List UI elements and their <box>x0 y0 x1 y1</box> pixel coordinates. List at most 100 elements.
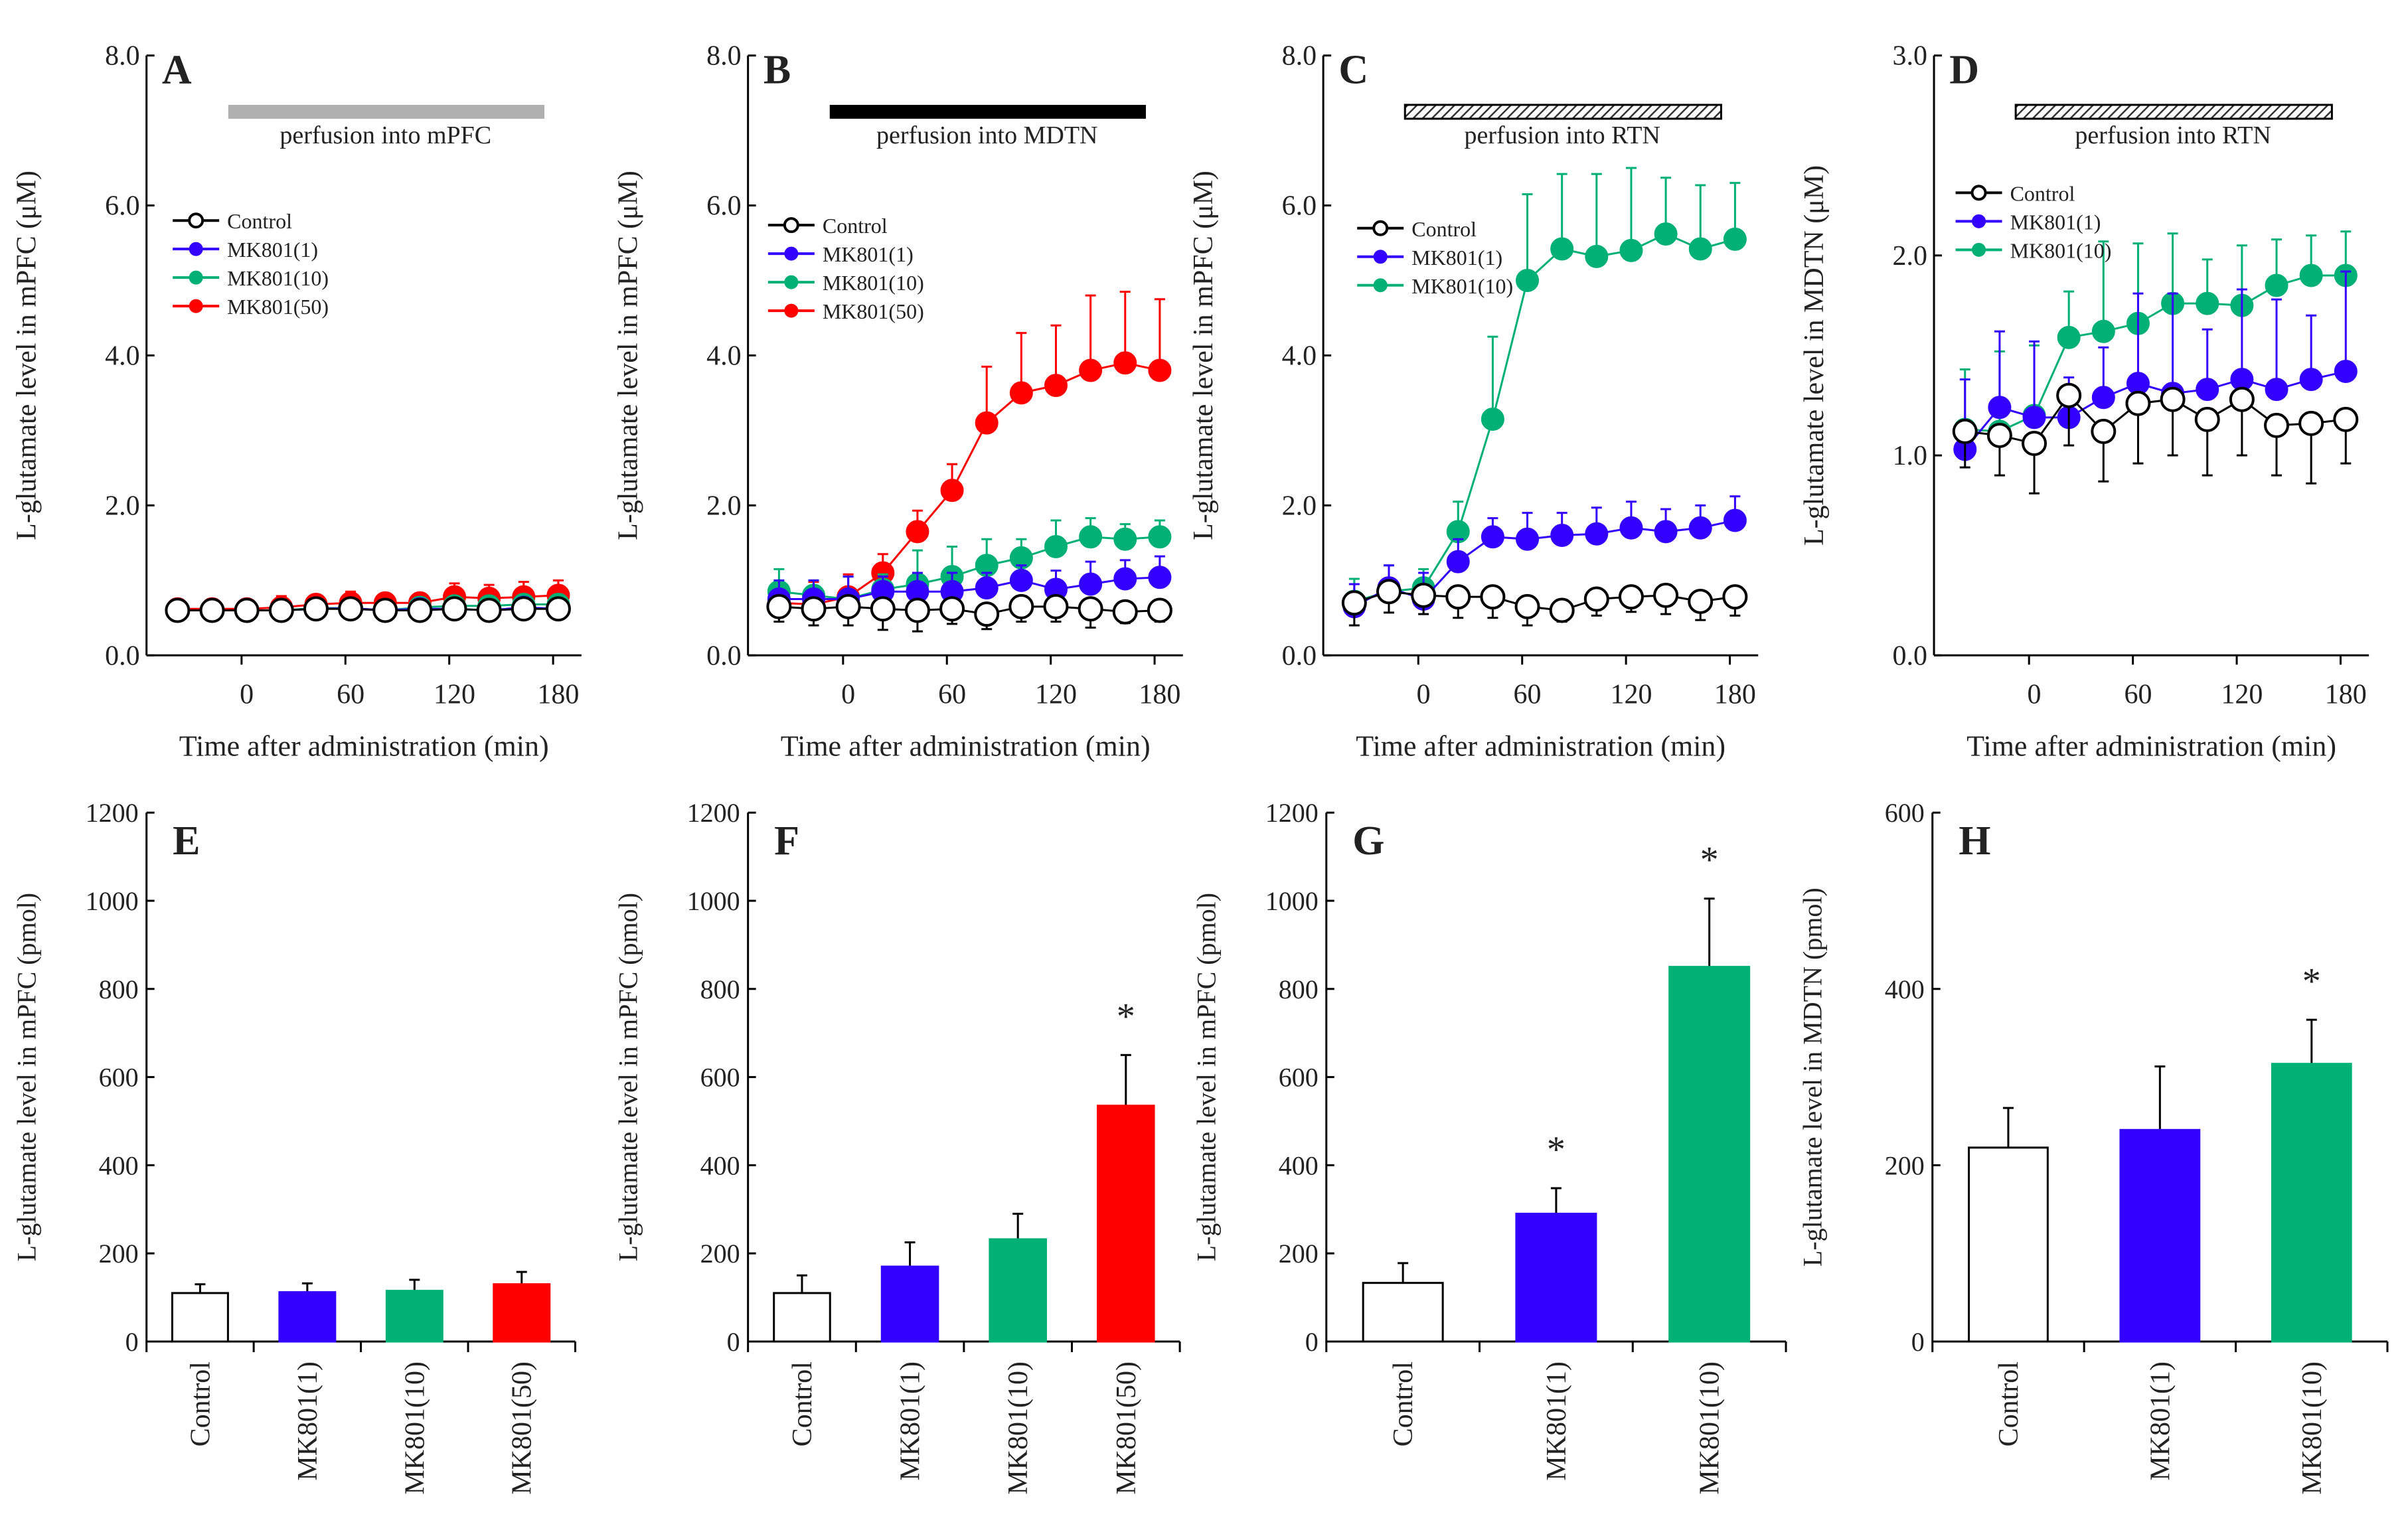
series-mk8011 <box>1953 270 2358 461</box>
legend: Control MK801(1) MK801(10) <box>1357 217 1513 298</box>
y-tick-label: 200 <box>700 1239 740 1269</box>
legend-label: MK801(1) <box>227 238 318 262</box>
category-label: MK801(1) <box>896 1361 926 1481</box>
y-tick-label: 800 <box>1279 974 1319 1004</box>
x-tick-label: 180 <box>537 679 579 710</box>
category-label: MK801(50) <box>1111 1361 1142 1495</box>
x-tick-label: 180 <box>1714 679 1756 710</box>
legend-label: MK801(10) <box>1411 274 1513 298</box>
data-point <box>1147 597 1172 623</box>
data-point <box>1988 396 2012 420</box>
panel-d: 0.0 1.0 2.0 3.0 0 60 120 180 Time after administ… <box>1799 41 2369 762</box>
data-point <box>545 596 571 622</box>
data-point <box>975 576 999 600</box>
series-control <box>1952 382 2359 495</box>
panel-letter: D <box>1949 47 1979 92</box>
category-label: MK801(10) <box>2297 1361 2328 1495</box>
data-point <box>1445 584 1471 610</box>
data-point <box>1341 590 1367 616</box>
legend-label: Control <box>823 214 888 238</box>
legend-label: Control <box>2010 181 2075 205</box>
legend-label: MK801(1) <box>823 242 914 266</box>
bar <box>880 1265 939 1343</box>
legend-marker <box>1373 278 1388 293</box>
data-point <box>1585 522 1609 546</box>
data-point <box>2091 386 2115 410</box>
legend-label: MK801(50) <box>823 299 924 323</box>
bar <box>385 1290 443 1343</box>
significance-marker: * <box>1117 996 1135 1037</box>
y-tick-label: 800 <box>99 974 139 1004</box>
data-point <box>1585 244 1609 268</box>
legend-marker <box>784 275 799 289</box>
data-point <box>1009 568 1033 592</box>
data-point <box>1516 268 1540 292</box>
series-line <box>1965 274 2346 433</box>
data-point <box>1653 582 1679 608</box>
data-point <box>1619 516 1643 540</box>
y-axis-label: L-glutamate level in mPFC (pmol) <box>1192 893 1222 1261</box>
y-tick-label: 400 <box>1885 974 1925 1004</box>
y-axis-label: L-glutamate level in mPFC (pmol) <box>613 893 643 1261</box>
data-point <box>1688 237 1712 261</box>
panel-h: 0 200 400 600 L-glutamate level in MDTN (pmo… <box>1797 798 2389 1495</box>
data-point <box>1148 358 1172 382</box>
legend: Control MK801(1) MK801(10) MK801(50) <box>767 214 924 323</box>
data-point <box>2264 412 2290 438</box>
y-tick-label: 4.0 <box>105 341 140 371</box>
data-point <box>2057 325 2081 349</box>
y-tick-label: 1200 <box>1265 798 1319 828</box>
perfusion-label: perfusion into RTN <box>1465 121 1660 149</box>
y-tick-label: 0 <box>1305 1327 1319 1357</box>
x-axis-label: Time after administration (min) <box>179 730 549 762</box>
data-point <box>1044 374 1068 398</box>
panel-letter: C <box>1338 47 1368 92</box>
data-point <box>1986 422 2012 448</box>
y-axis-label: L-glutamate level in MDTN (pmol) <box>1797 887 1827 1267</box>
data-point <box>2299 264 2323 287</box>
data-point <box>940 479 964 502</box>
y-tick-label: 6.0 <box>105 191 140 222</box>
y-tick-label: 3.0 <box>1893 41 1928 72</box>
category-label: MK801(1) <box>293 1361 323 1481</box>
perfusion-label: perfusion into RTN <box>2075 121 2271 149</box>
bar <box>989 1238 1047 1343</box>
data-point <box>1113 351 1137 375</box>
y-tick-label: 0.0 <box>1282 641 1317 671</box>
legend-label: MK801(10) <box>2010 238 2112 262</box>
y-tick-label: 1000 <box>1265 886 1319 916</box>
category-label: Control <box>1388 1361 1419 1446</box>
perfusion-bar <box>1404 104 1722 120</box>
data-point <box>1079 572 1103 596</box>
data-point <box>1550 237 1574 261</box>
data-point <box>939 596 965 622</box>
data-point <box>766 593 792 619</box>
data-point <box>1619 238 1643 262</box>
data-point <box>303 596 329 622</box>
bar <box>2271 1063 2352 1343</box>
data-point <box>1514 593 1540 619</box>
y-tick-label: 8.0 <box>105 41 140 72</box>
y-tick-label: 2.0 <box>105 491 140 521</box>
data-point <box>2022 406 2046 429</box>
data-point <box>906 520 929 544</box>
bar <box>1668 966 1751 1343</box>
data-point <box>1618 584 1644 610</box>
significance-marker: * <box>1547 1129 1565 1170</box>
y-tick-label: 0.0 <box>1893 641 1928 671</box>
data-point <box>1688 516 1712 540</box>
data-point <box>2125 390 2151 416</box>
y-tick-label: 1200 <box>86 798 139 828</box>
data-point <box>904 597 930 623</box>
series-line <box>779 576 1160 601</box>
x-tick-label: 120 <box>2221 679 2263 710</box>
data-point <box>1446 550 1470 574</box>
y-tick-label: 8.0 <box>1282 41 1317 72</box>
data-point <box>338 596 364 622</box>
data-point <box>476 597 502 623</box>
data-point <box>2265 378 2288 402</box>
data-point <box>1516 527 1540 551</box>
legend-label: MK801(10) <box>227 266 329 290</box>
series-control <box>165 596 571 623</box>
